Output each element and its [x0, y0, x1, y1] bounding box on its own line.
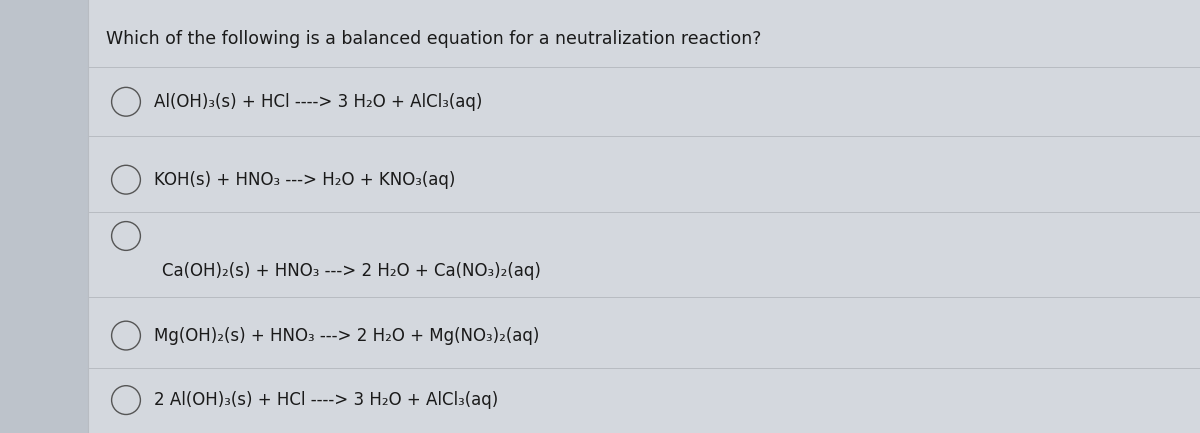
Text: Which of the following is a balanced equation for a neutralization reaction?: Which of the following is a balanced equ… — [106, 30, 761, 48]
Text: 2 Al(OH)₃(s) + HCl ----> 3 H₂O + AlCl₃(aq): 2 Al(OH)₃(s) + HCl ----> 3 H₂O + AlCl₃(a… — [154, 391, 498, 409]
Text: KOH(s) + HNO₃ ---> H₂O + KNO₃(aq): KOH(s) + HNO₃ ---> H₂O + KNO₃(aq) — [154, 171, 455, 189]
Bar — [0, 0, 88, 433]
Text: Mg(OH)₂(s) + HNO₃ ---> 2 H₂O + Mg(NO₃)₂(aq): Mg(OH)₂(s) + HNO₃ ---> 2 H₂O + Mg(NO₃)₂(… — [154, 326, 539, 345]
Text: Ca(OH)₂(s) + HNO₃ ---> 2 H₂O + Ca(NO₃)₂(aq): Ca(OH)₂(s) + HNO₃ ---> 2 H₂O + Ca(NO₃)₂(… — [162, 262, 541, 280]
Text: Al(OH)₃(s) + HCl ----> 3 H₂O + AlCl₃(aq): Al(OH)₃(s) + HCl ----> 3 H₂O + AlCl₃(aq) — [154, 93, 482, 111]
